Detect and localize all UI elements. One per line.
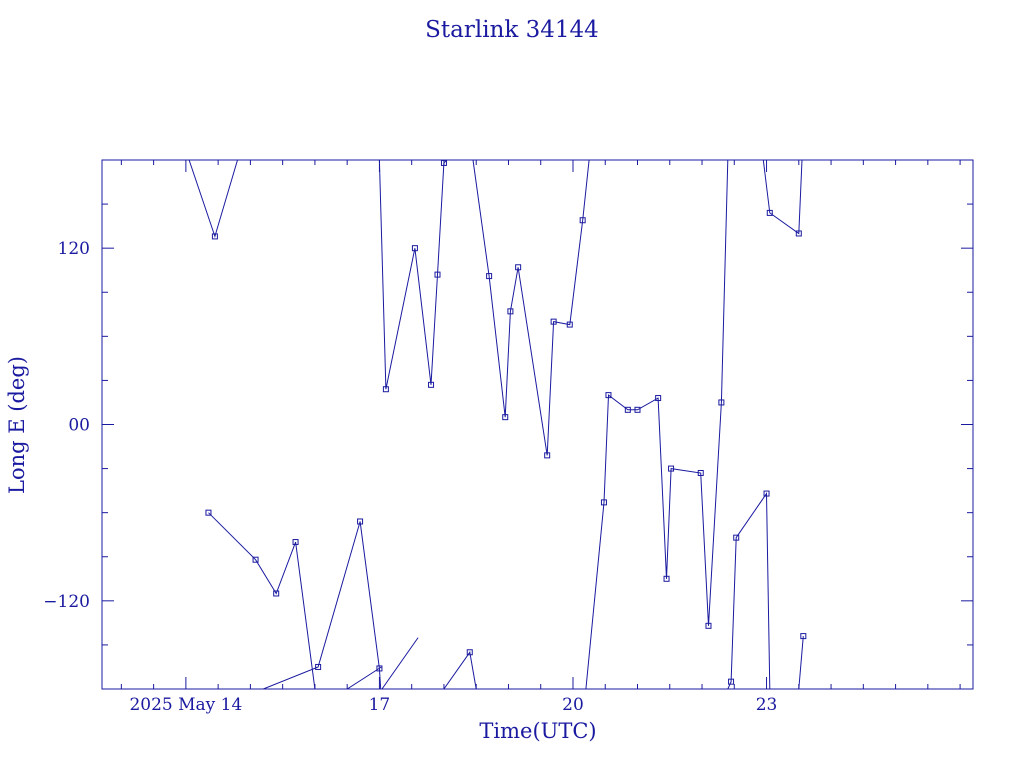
series-line-9 xyxy=(727,492,771,689)
data-point xyxy=(800,633,807,640)
data-point xyxy=(600,499,607,506)
data-point xyxy=(376,665,383,672)
x-tick-label: 17 xyxy=(369,695,391,715)
data-point xyxy=(579,217,586,224)
data-point xyxy=(205,509,212,516)
data-point xyxy=(428,381,435,388)
data-point xyxy=(605,392,612,399)
x-tick-label: 20 xyxy=(562,695,584,715)
series-line-4 xyxy=(263,521,382,689)
data-point xyxy=(507,308,514,315)
data-point xyxy=(357,518,364,525)
data-point xyxy=(763,490,770,497)
series-line-7 xyxy=(472,160,590,456)
data-point xyxy=(795,230,802,237)
y-tick-labels: 120 00 −120 xyxy=(43,239,90,612)
series-line-8 xyxy=(585,160,729,689)
data-point xyxy=(705,622,712,629)
data-point xyxy=(697,469,704,476)
data-point xyxy=(486,273,493,280)
y-tick-label: −120 xyxy=(43,592,90,612)
series-line-6 xyxy=(443,651,477,689)
x-tick-label: 23 xyxy=(756,695,778,715)
data-point xyxy=(733,534,740,541)
x-tick-labels: 2025 May 14 17 20 23 xyxy=(129,695,777,715)
data-point xyxy=(515,264,522,271)
series-line-3 xyxy=(185,160,238,239)
data-point xyxy=(434,271,441,278)
data-point xyxy=(766,209,773,216)
data-point xyxy=(382,386,389,393)
data-point xyxy=(211,233,218,240)
data-point xyxy=(252,556,259,563)
series-line-2 xyxy=(381,637,419,689)
data-point xyxy=(624,406,631,413)
series-line-1 xyxy=(346,666,382,689)
y-axis-label: Long E (deg) xyxy=(5,356,29,494)
series-line-10 xyxy=(762,160,803,235)
plot-frame xyxy=(101,159,974,690)
series-line-0 xyxy=(208,512,316,689)
x-axis-label: Time(UTC) xyxy=(479,719,596,743)
data-point xyxy=(668,465,675,472)
data-point xyxy=(634,406,641,413)
y-tick-label: 120 xyxy=(58,239,90,259)
data-point xyxy=(663,575,670,582)
data-point xyxy=(728,678,735,685)
data-point xyxy=(292,539,299,546)
data-point xyxy=(718,399,725,406)
y-tick-label: 00 xyxy=(68,416,90,436)
series-line-5 xyxy=(378,160,448,390)
data-point xyxy=(655,395,662,402)
data-series xyxy=(185,160,807,689)
data-point xyxy=(411,245,418,252)
data-point xyxy=(502,414,509,421)
data-point xyxy=(315,663,322,670)
data-point xyxy=(466,649,473,656)
data-point xyxy=(273,590,280,597)
x-tick-label: 2025 May 14 xyxy=(129,695,242,715)
data-point xyxy=(440,160,447,166)
data-point xyxy=(566,321,573,328)
axis-ticks xyxy=(102,160,973,689)
chart-title: Starlink 34144 xyxy=(425,17,599,43)
data-point xyxy=(544,452,551,459)
data-point xyxy=(550,318,557,325)
series-line-11 xyxy=(798,636,804,689)
